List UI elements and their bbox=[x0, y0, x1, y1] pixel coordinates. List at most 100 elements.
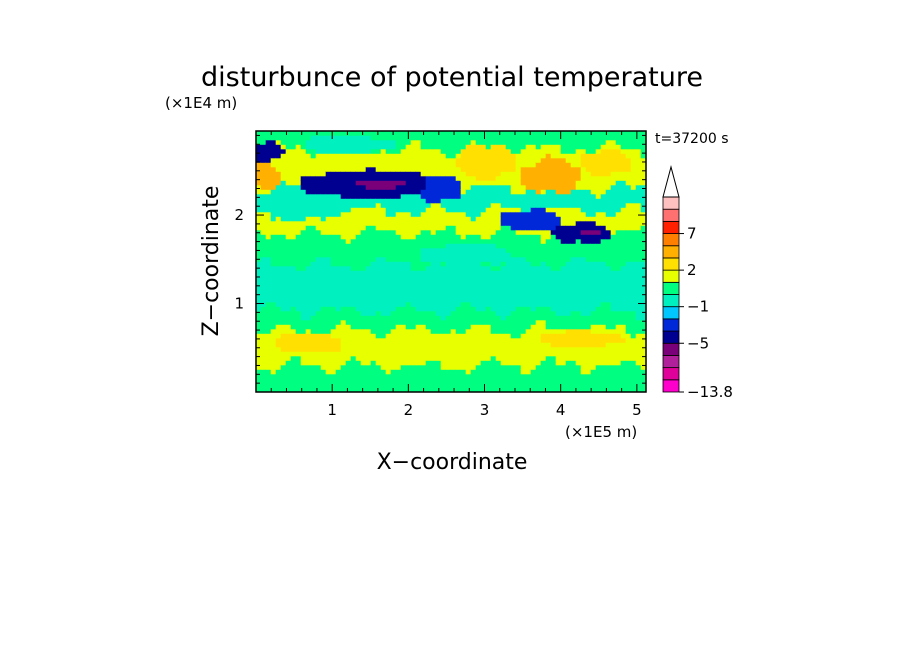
contour-cell bbox=[470, 319, 477, 325]
contour-cell bbox=[385, 162, 392, 168]
contour-cell bbox=[355, 310, 362, 316]
contour-cell bbox=[315, 270, 322, 276]
contour-cell bbox=[445, 324, 452, 330]
contour-cell bbox=[385, 346, 392, 352]
contour-cell bbox=[575, 315, 582, 321]
contour-cell bbox=[380, 256, 387, 262]
contour-cell bbox=[490, 274, 497, 280]
contour-cell bbox=[405, 247, 412, 253]
contour-cell bbox=[335, 279, 342, 285]
contour-cell bbox=[590, 297, 597, 303]
contour-cell bbox=[525, 310, 532, 316]
contour-cell bbox=[280, 216, 287, 222]
contour-cell bbox=[470, 162, 477, 168]
contour-cell bbox=[450, 202, 457, 208]
contour-cell bbox=[400, 315, 407, 321]
contour-cell bbox=[555, 261, 562, 267]
contour-cell bbox=[325, 139, 332, 145]
contour-cell bbox=[535, 198, 542, 204]
contour-cell bbox=[475, 157, 482, 163]
contour-cell bbox=[365, 364, 372, 370]
contour-cell bbox=[365, 216, 372, 222]
contour-cell bbox=[515, 193, 522, 199]
y-tick-labels: 12 bbox=[234, 206, 244, 312]
contour-cell bbox=[345, 225, 352, 231]
contour-cell bbox=[480, 148, 487, 154]
contour-cell bbox=[340, 135, 347, 141]
contour-cell bbox=[370, 216, 377, 222]
contour-cell bbox=[625, 355, 632, 361]
contour-cell bbox=[550, 279, 557, 285]
contour-cell bbox=[630, 310, 637, 316]
contour-cell bbox=[560, 180, 567, 186]
contour-cell bbox=[450, 207, 457, 213]
contour-cell bbox=[470, 274, 477, 280]
contour-cell bbox=[515, 387, 522, 392]
contour-cell bbox=[415, 261, 422, 267]
contour-cell bbox=[485, 355, 492, 361]
contour-cell bbox=[405, 184, 412, 190]
contour-cell bbox=[495, 328, 502, 334]
contour-cell bbox=[275, 315, 282, 321]
contour-cell bbox=[590, 148, 597, 154]
contour-cell bbox=[385, 315, 392, 321]
contour-cell bbox=[490, 324, 497, 330]
contour-cell bbox=[615, 256, 622, 262]
contour-cell bbox=[450, 369, 457, 375]
contour-cell bbox=[455, 211, 462, 217]
contour-cell bbox=[340, 270, 347, 276]
contour-cell bbox=[355, 270, 362, 276]
contour-cell bbox=[485, 252, 492, 258]
contour-cell bbox=[270, 162, 277, 168]
contour-cell bbox=[450, 270, 457, 276]
contour-cell bbox=[285, 324, 292, 330]
contour-cell bbox=[420, 351, 427, 357]
contour-cell bbox=[460, 274, 467, 280]
contour-cell bbox=[485, 333, 492, 339]
contour-cell bbox=[260, 131, 267, 136]
contour-cell bbox=[315, 382, 322, 388]
contour-cell bbox=[595, 270, 602, 276]
contour-cell bbox=[320, 202, 327, 208]
contour-cell bbox=[340, 220, 347, 226]
contour-cell bbox=[440, 175, 447, 181]
contour-cell bbox=[305, 234, 312, 240]
contour-cell bbox=[515, 315, 522, 321]
contour-cell bbox=[495, 198, 502, 204]
contour-cell bbox=[610, 175, 617, 181]
contour-cell bbox=[535, 135, 542, 141]
contour-cell bbox=[365, 283, 372, 289]
contour-cell bbox=[615, 180, 622, 186]
contour-cell bbox=[590, 279, 597, 285]
contour-cell bbox=[600, 189, 607, 195]
contour-cell bbox=[525, 328, 532, 334]
contour-cell bbox=[510, 171, 517, 177]
contour-cell bbox=[295, 274, 302, 280]
contour-cell bbox=[415, 355, 422, 361]
contour-cell bbox=[265, 279, 272, 285]
contour-cell bbox=[365, 270, 372, 276]
contour-cell bbox=[540, 153, 547, 159]
contour-cell bbox=[440, 373, 447, 379]
contour-cell bbox=[575, 144, 582, 150]
contour-cell bbox=[605, 369, 612, 375]
contour-cell bbox=[530, 333, 537, 339]
contour-cell bbox=[595, 261, 602, 267]
contour-cell bbox=[490, 328, 497, 334]
contour-cell bbox=[375, 315, 382, 321]
contour-cell bbox=[485, 265, 492, 271]
contour-cell bbox=[256, 279, 262, 285]
contour-cell bbox=[460, 292, 467, 298]
contour-cell bbox=[385, 382, 392, 388]
contour-cell bbox=[505, 351, 512, 357]
contour-cell bbox=[305, 131, 312, 136]
contour-cell bbox=[495, 211, 502, 217]
contour-cell bbox=[505, 238, 512, 244]
contour-cell bbox=[455, 319, 462, 325]
contour-cell bbox=[330, 319, 337, 325]
contour-cell bbox=[400, 189, 407, 195]
contour-cell bbox=[350, 157, 357, 163]
contour-cell bbox=[285, 387, 292, 392]
contour-cell bbox=[500, 193, 507, 199]
contour-cell bbox=[450, 382, 457, 388]
